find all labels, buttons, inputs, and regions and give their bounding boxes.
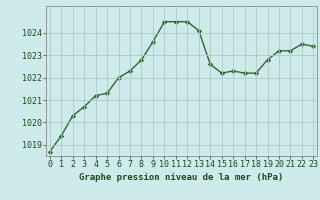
X-axis label: Graphe pression niveau de la mer (hPa): Graphe pression niveau de la mer (hPa): [79, 173, 284, 182]
